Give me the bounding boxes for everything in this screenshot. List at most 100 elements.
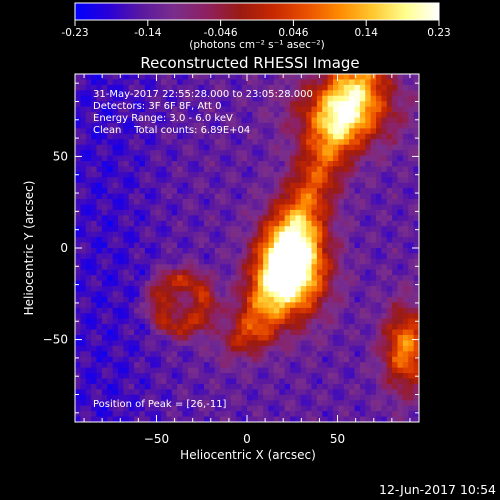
heatmap-cell <box>300 307 307 314</box>
heatmap-cell <box>139 248 146 255</box>
heatmap-cell <box>257 166 264 173</box>
heatmap-cell <box>101 171 108 178</box>
heatmap-cell <box>247 264 253 271</box>
heatmap-cell <box>392 378 399 385</box>
heatmap-cell <box>257 307 264 314</box>
heatmap-cell <box>241 226 248 233</box>
heatmap-cell <box>96 231 103 238</box>
heatmap-cell <box>257 237 264 244</box>
heatmap-cell <box>182 204 189 211</box>
heatmap-cell <box>392 264 399 271</box>
heatmap-cell <box>316 231 323 238</box>
heatmap-cell <box>408 177 415 184</box>
heatmap-cell <box>166 112 173 119</box>
heatmap-cell <box>107 340 114 347</box>
heatmap-cell <box>333 351 339 358</box>
heatmap-cell <box>343 112 350 119</box>
heatmap-cell <box>187 291 194 298</box>
heatmap-cell <box>311 318 318 325</box>
heatmap-cell <box>214 286 221 293</box>
heatmap-cell <box>155 112 162 119</box>
heatmap-cell <box>128 133 135 140</box>
heatmap-cell <box>166 416 173 422</box>
heatmap-cell <box>365 122 372 129</box>
heatmap-cell <box>290 286 296 293</box>
heatmap-cell <box>85 383 92 390</box>
heatmap-cell <box>139 405 146 412</box>
heatmap-cell <box>128 313 135 320</box>
heatmap-cell <box>112 133 119 140</box>
heatmap-cell <box>112 280 119 287</box>
heatmap-cell <box>397 171 404 178</box>
heatmap-cell <box>139 362 146 369</box>
heatmap-cell <box>349 373 356 380</box>
heatmap-cell <box>118 345 124 352</box>
heatmap-cell <box>338 373 345 380</box>
heatmap-cell <box>316 383 323 390</box>
heatmap-cell <box>166 345 173 352</box>
heatmap-cell <box>161 394 167 401</box>
heatmap-cell <box>209 307 216 314</box>
heatmap-cell <box>273 253 280 260</box>
heatmap-cell <box>381 128 388 135</box>
heatmap-cell <box>96 106 103 113</box>
heatmap-cell <box>198 177 205 184</box>
heatmap-cell <box>177 237 184 244</box>
heatmap-cell <box>359 106 366 113</box>
heatmap-cell <box>182 155 189 162</box>
heatmap-cell <box>343 318 350 325</box>
heatmap-cell <box>257 264 264 271</box>
heatmap-cell <box>284 182 291 189</box>
heatmap-cell <box>85 248 92 255</box>
heatmap-cell <box>150 340 157 347</box>
heatmap-cell <box>295 79 302 86</box>
heatmap-cell <box>155 182 162 189</box>
heatmap-cell <box>279 362 286 369</box>
heatmap-cell <box>381 340 388 347</box>
heatmap-cell <box>75 367 81 374</box>
heatmap-cell <box>209 204 216 211</box>
heatmap-cell <box>306 84 313 91</box>
heatmap-cell <box>338 394 345 401</box>
heatmap-cell <box>182 253 189 260</box>
heatmap-cell <box>230 275 237 282</box>
heatmap-cell <box>198 411 205 418</box>
heatmap-cell <box>300 177 307 184</box>
heatmap-cell <box>187 302 194 309</box>
heatmap-cell <box>413 400 419 407</box>
heatmap-cell <box>150 291 157 298</box>
heatmap-cell <box>193 231 200 238</box>
heatmap-cell <box>198 324 205 331</box>
heatmap-cell <box>118 101 124 108</box>
heatmap-cell <box>268 248 275 255</box>
heatmap-cell <box>204 90 210 97</box>
heatmap-cell <box>96 362 103 369</box>
heatmap-cell <box>187 329 194 336</box>
heatmap-cell <box>408 209 415 216</box>
heatmap-cell <box>268 356 275 363</box>
heatmap-cell <box>349 171 356 178</box>
heatmap-cell <box>150 79 157 86</box>
heatmap-cell <box>402 307 409 314</box>
heatmap-cell <box>279 400 286 407</box>
heatmap-cell <box>397 269 404 276</box>
heatmap-cell <box>402 286 409 293</box>
heatmap-cell <box>300 356 307 363</box>
heatmap-cell <box>295 253 302 260</box>
heatmap-cell <box>225 367 232 374</box>
heatmap-cell <box>322 117 329 124</box>
heatmap-cell <box>171 269 178 276</box>
heatmap-cell <box>214 411 221 418</box>
heatmap-cell <box>327 128 334 135</box>
heatmap-cell <box>193 389 200 396</box>
heatmap-cell <box>359 258 366 265</box>
heatmap-cell <box>101 133 108 140</box>
heatmap-cell <box>316 79 323 86</box>
heatmap-cell <box>370 258 377 265</box>
heatmap-cell <box>376 291 382 298</box>
heatmap-cell <box>230 340 237 347</box>
heatmap-cell <box>209 220 216 227</box>
heatmap-cell <box>247 329 253 336</box>
heatmap-cell <box>107 101 114 108</box>
heatmap-cell <box>268 302 275 309</box>
